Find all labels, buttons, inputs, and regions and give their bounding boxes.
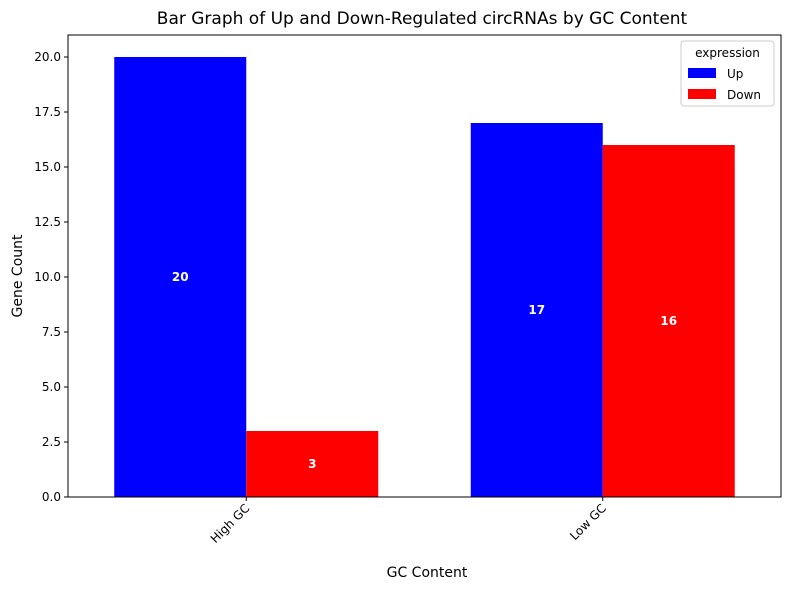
data-label: 3 xyxy=(308,457,316,471)
y-tick-label: 15.0 xyxy=(34,160,61,174)
plot-frame xyxy=(67,34,782,498)
plot-area: 20 3 17 16 xyxy=(67,34,782,498)
legend-entry-down: Down xyxy=(727,88,761,102)
x-axis: High GC Low GC xyxy=(208,497,609,546)
legend-swatch-up xyxy=(688,68,716,78)
y-tick-label: 7.5 xyxy=(42,325,61,339)
bar-up-high-gc xyxy=(114,57,247,497)
y-axis-label: Gene Count xyxy=(10,234,26,317)
legend-title: expression xyxy=(695,46,760,60)
y-tick-label: 10.0 xyxy=(34,270,61,284)
x-tick-label: High GC xyxy=(208,501,253,546)
x-tick-label: Low GC xyxy=(567,501,609,543)
y-tick-label: 5.0 xyxy=(42,380,61,394)
y-axis: 0.0 2.5 5.0 7.5 10.0 12.5 15.0 17.5 20.0 xyxy=(34,50,68,504)
x-axis-label: GC Content xyxy=(387,565,468,581)
legend-swatch-down xyxy=(688,89,716,99)
bar-up-low-gc xyxy=(470,123,603,497)
legend-entry-up: Up xyxy=(727,67,743,81)
legend: expression Up Down xyxy=(680,40,775,107)
y-tick-label: 20.0 xyxy=(34,50,61,64)
data-label: 16 xyxy=(660,314,677,328)
data-label: 20 xyxy=(172,270,189,284)
y-tick-label: 2.5 xyxy=(42,435,61,449)
y-tick-label: 17.5 xyxy=(34,105,61,119)
y-tick-label: 12.5 xyxy=(34,215,61,229)
y-tick-label: 0.0 xyxy=(42,490,61,504)
chart-title: Bar Graph of Up and Down-Regulated circR… xyxy=(157,9,688,29)
data-label: 17 xyxy=(528,303,545,317)
bar-down-high-gc xyxy=(246,431,379,497)
bar-down-low-gc xyxy=(602,145,735,497)
